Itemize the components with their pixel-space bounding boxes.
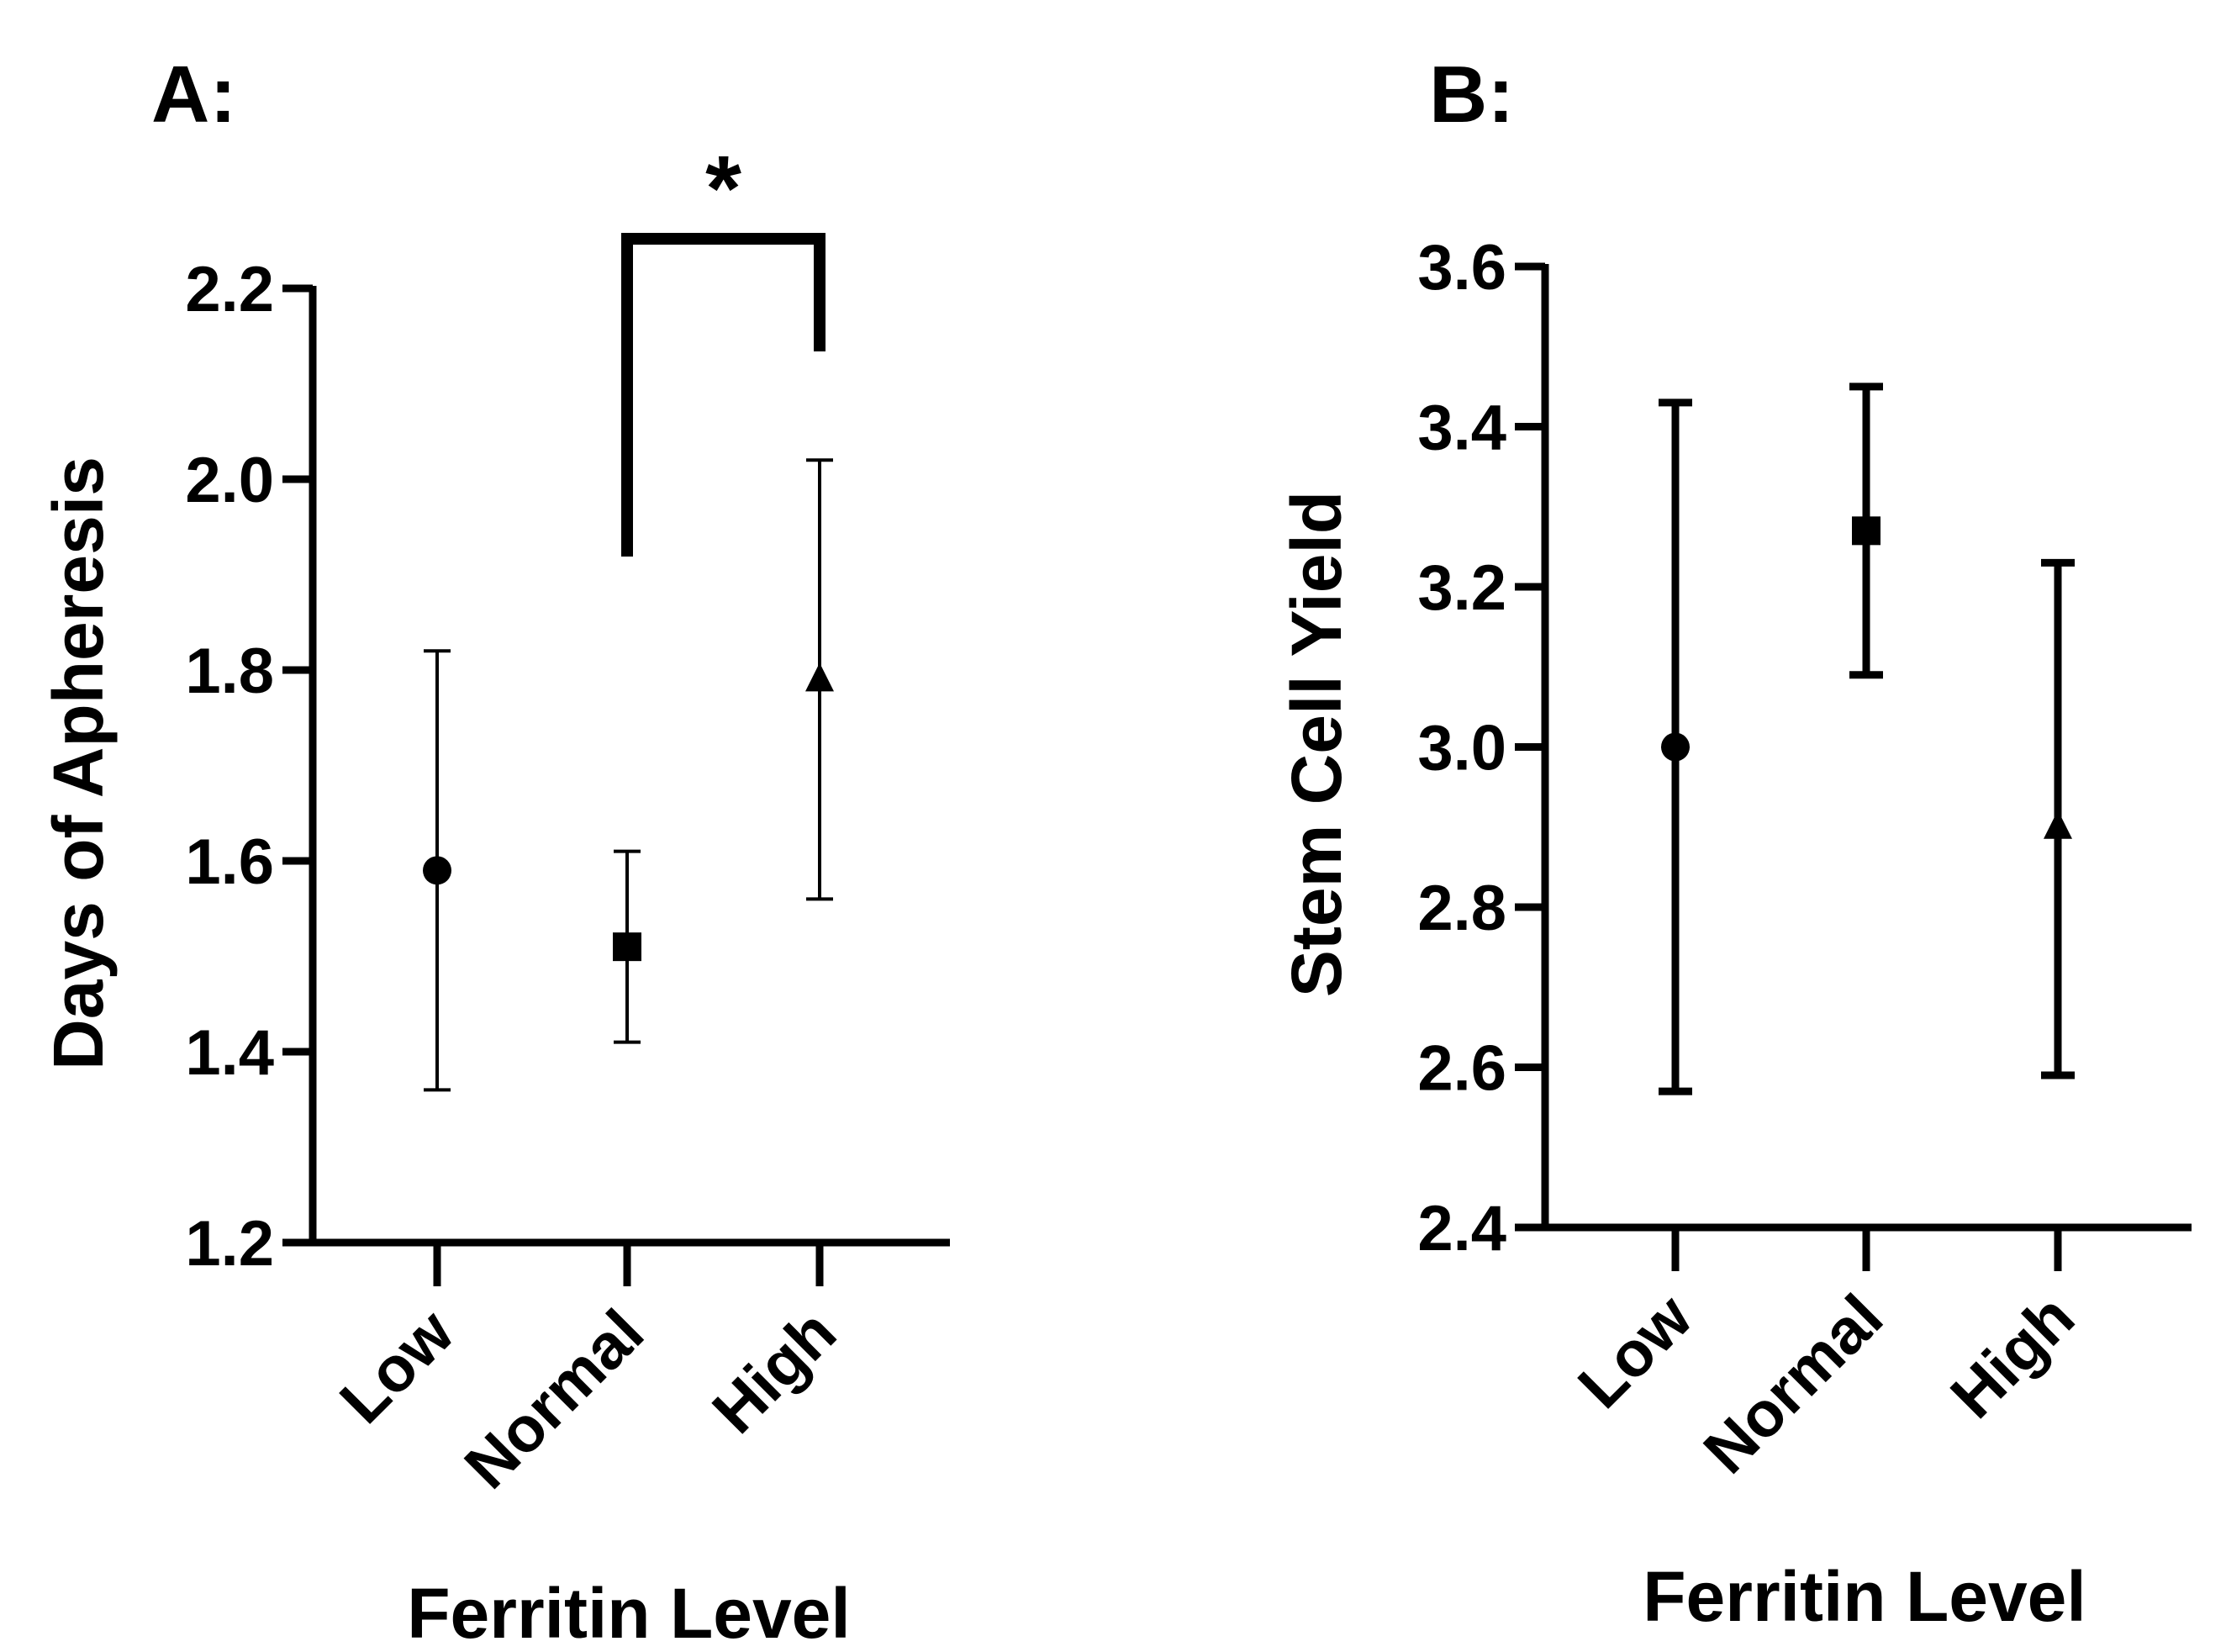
y-tick-label: 2.6 [1417, 1033, 1506, 1105]
y-tick-label: 2.4 [1417, 1193, 1506, 1264]
y-tick-label: 2.0 [185, 445, 274, 516]
panel-b-y-ticks: 2.4 2.6 2.8 3.0 3.2 3.4 3.6 [1417, 232, 1545, 1264]
y-tick-label: 2.2 [185, 254, 274, 325]
y-tick-label: 1.4 [185, 1017, 274, 1089]
mean-point-high [2044, 810, 2072, 839]
y-tick-label: 2.8 [1417, 873, 1506, 944]
panel-a-y-axis-title: Days of Apheresis [39, 457, 118, 1070]
y-tick-label: 3.4 [1417, 393, 1506, 464]
x-tick-label-high: High [1938, 1281, 2089, 1433]
panel-b-y-axis-title: Stem Cell Yield [1277, 491, 1356, 997]
mean-point-low [1661, 732, 1690, 762]
panel-a-x-axis-title: Ferritin Level [407, 1574, 851, 1652]
y-tick-label: 1.6 [185, 826, 274, 898]
panel-a-data [423, 458, 834, 1092]
mean-point-normal [613, 932, 641, 962]
x-tick-label-low: Low [1564, 1280, 1706, 1422]
x-tick-label-high: High [699, 1296, 851, 1448]
x-tick-label-normal: Normal [1691, 1281, 1896, 1487]
panel-a-significance-bracket [621, 233, 826, 557]
y-tick-label: 1.2 [185, 1208, 274, 1280]
mean-point-low [423, 856, 451, 885]
panel-a-label: A: [151, 50, 236, 140]
panel-a-y-ticks: 1.2 1.4 1.6 1.8 2.0 2.2 [185, 254, 313, 1280]
mean-point-high [805, 662, 834, 692]
y-tick-label: 3.2 [1417, 552, 1506, 624]
panel-b-x-axis-title: Ferritin Level [1643, 1557, 2086, 1636]
mean-point-normal [1852, 516, 1880, 546]
panel-b-data [1659, 383, 2075, 1095]
y-tick-label: 1.8 [185, 636, 274, 707]
y-tick-label: 3.0 [1417, 713, 1506, 784]
y-tick-label: 3.6 [1417, 232, 1506, 303]
x-tick-label-normal: Normal [451, 1296, 657, 1502]
panel-a-significance-label: * [705, 137, 741, 240]
panel-b-label: B: [1429, 50, 1514, 140]
x-tick-label-low: Low [326, 1296, 467, 1437]
